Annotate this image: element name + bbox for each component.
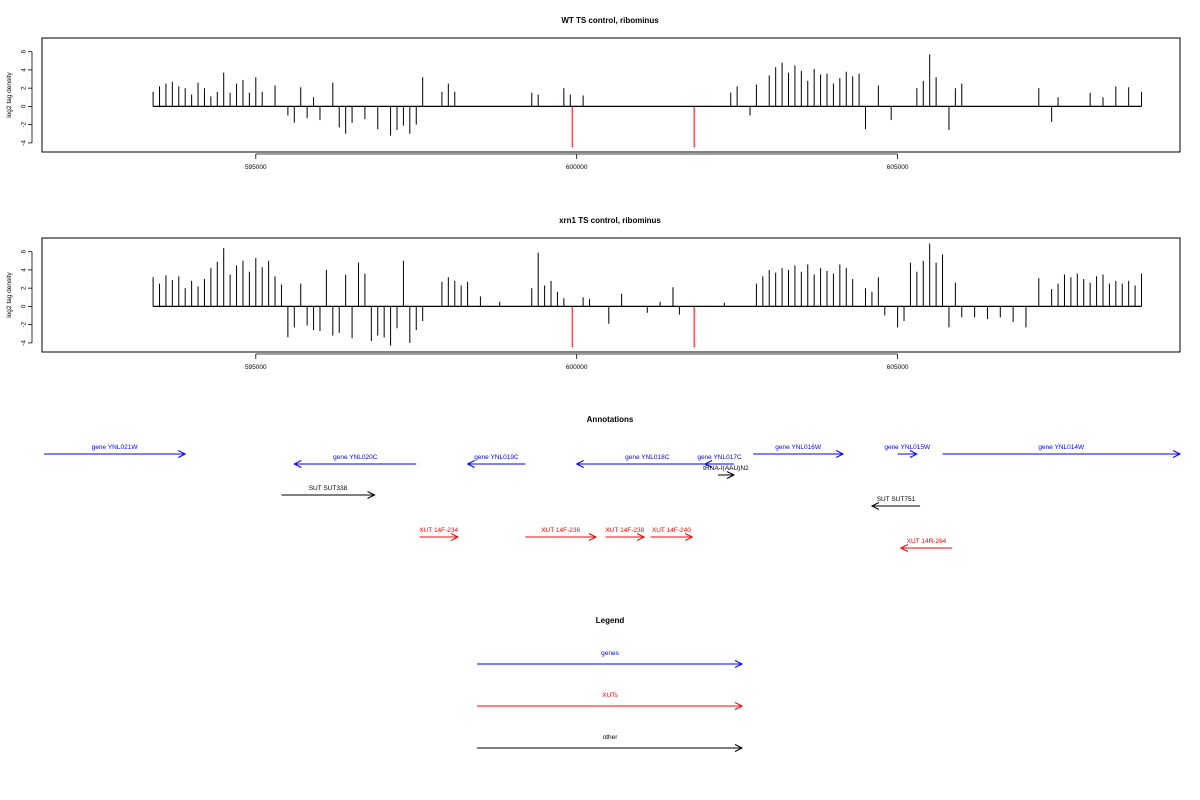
xrn1-plot-frame — [41, 237, 1181, 353]
gene-feature-label: gene YNL017C — [697, 454, 742, 461]
xut-arrow-head — [636, 533, 646, 541]
wt-track-panel: WT TS control, ribominus log2 tag densit… — [6, 16, 1181, 171]
legend-item: other — [477, 734, 744, 752]
legend-items: genes XUTs other — [477, 650, 744, 752]
gene-arrow-head — [466, 460, 475, 468]
gene-arrow-head — [1172, 450, 1182, 458]
wt-x-tick-label: 605000 — [887, 164, 909, 171]
xut-feature-label: XUT 14F-234 — [419, 527, 458, 534]
wt-x-tick-label: 600000 — [566, 164, 588, 171]
legend-arrow-head — [734, 702, 744, 710]
xrn1-track-title: xrn1 TS control, ribominus — [559, 216, 661, 225]
wt-track-title: WT TS control, ribominus — [561, 16, 659, 25]
legend-label: other — [603, 734, 619, 741]
annotations-title: Annotations — [587, 415, 634, 424]
xrn1-x-tick-label: 595000 — [245, 364, 267, 371]
annotation-features: gene YNL021W gene YNL020C gene YNL019C gene… — [44, 444, 1182, 552]
xrn1-y-axis: -4 -2 0 2 4 6 — [21, 249, 33, 346]
wt-y-tick-label: 0 — [21, 104, 28, 108]
xrn1-x-tick-label: 605000 — [887, 364, 909, 371]
other-feature-label: tRNA-I(AAU)N2 — [703, 465, 749, 472]
gene-feature-label: gene YNL021W — [92, 444, 139, 451]
wt-y-tick-label: -2 — [21, 121, 28, 127]
other-feature: SUT SUT338 — [281, 485, 376, 499]
gene-feature: gene YNL014W — [942, 444, 1182, 458]
other-arrow-head — [726, 471, 736, 479]
gene-feature-label: gene YNL019C — [474, 454, 519, 461]
xrn1-bars — [152, 243, 1142, 348]
legend-label: genes — [601, 650, 619, 657]
gene-arrow-head — [177, 450, 187, 458]
xrn1-x-tick-label: 600000 — [566, 364, 588, 371]
gene-feature-label: gene YNL016W — [775, 444, 822, 451]
wt-y-tick-label: 4 — [21, 68, 28, 72]
xrn1-y-tick-label: 6 — [21, 249, 28, 253]
xut-feature: XUT 14F-238 — [605, 527, 646, 541]
xrn1-y-axis-label: log2 tag density — [6, 271, 13, 317]
xut-feature: XUT 14F-234 — [419, 527, 460, 541]
other-feature-label: SUT SUT751 — [877, 496, 916, 503]
xut-arrow-head — [685, 533, 694, 541]
legend-item: genes — [477, 650, 744, 668]
wt-x-tick-label: 595000 — [245, 164, 267, 171]
other-arrow-head — [367, 491, 376, 499]
gene-feature: gene YNL018C — [575, 454, 718, 468]
gene-feature: gene YNL020C — [293, 454, 417, 468]
xut-feature: XUT 14R-264 — [899, 538, 953, 552]
gene-feature: gene YNL021W — [44, 444, 187, 458]
xut-feature-label: XUT 14F-240 — [652, 527, 691, 534]
wt-y-tick-label: -4 — [21, 140, 28, 146]
xut-feature: XUT 14F-240 — [650, 527, 694, 541]
gene-arrow-head — [293, 460, 302, 468]
xrn1-y-tick-label: 2 — [21, 286, 28, 290]
gene-arrow-head — [703, 460, 713, 468]
gene-feature: gene YNL015W — [884, 444, 931, 458]
wt-y-tick-label: 2 — [21, 86, 28, 90]
gene-feature-label: gene YNL015W — [884, 444, 931, 451]
legend-title: Legend — [596, 616, 625, 625]
gene-arrow-head — [909, 450, 918, 458]
other-arrow-head — [870, 502, 880, 510]
other-feature-label: SUT SUT338 — [309, 485, 348, 492]
wt-y-tick-label: 6 — [21, 49, 28, 53]
xut-feature-label: XUT 14F-238 — [605, 527, 644, 534]
xut-feature-label: XUT 14R-264 — [907, 538, 947, 545]
other-feature: SUT SUT751 — [870, 496, 921, 510]
legend-panel: Legend genes XUTs other — [477, 616, 744, 752]
gene-feature-label: gene YNL014W — [1038, 444, 1085, 451]
xut-feature: XUT 14F-236 — [525, 527, 598, 541]
gene-feature-label: gene YNL018C — [625, 454, 670, 461]
xrn1-y-tick-label: 4 — [21, 268, 28, 272]
wt-y-axis: -4 -2 0 2 4 6 — [21, 49, 33, 146]
xut-arrow-head — [899, 544, 909, 552]
legend-arrow-head — [734, 744, 744, 752]
wt-plot-frame — [41, 37, 1181, 153]
gene-feature: gene YNL019C — [466, 454, 526, 468]
gene-feature: gene YNL017C — [697, 454, 742, 468]
xrn1-x-axis: 595000 600000 605000 — [245, 353, 909, 371]
gene-arrow-head — [835, 450, 845, 458]
xrn1-track-panel: xrn1 TS control, ribominus log2 tag dens… — [6, 216, 1181, 371]
gene-feature: gene YNL016W — [753, 444, 845, 458]
xrn1-y-tick-label: -4 — [21, 340, 28, 346]
xut-arrow-head — [588, 533, 598, 541]
legend-arrow-head — [734, 660, 744, 668]
legend-item: XUTs — [477, 692, 744, 710]
gene-arrow-head — [575, 460, 584, 468]
xrn1-y-tick-label: -2 — [21, 321, 28, 327]
xut-arrow-head — [450, 533, 460, 541]
wt-x-axis: 595000 600000 605000 — [245, 153, 909, 171]
xrn1-y-tick-label: 0 — [21, 304, 28, 308]
other-feature: tRNA-I(AAU)N2 — [703, 465, 749, 479]
wt-bars — [152, 54, 1142, 148]
legend-label: XUTs — [602, 692, 618, 699]
wt-y-axis-label: log2 tag density — [6, 71, 13, 117]
xut-feature-label: XUT 14F-236 — [541, 527, 580, 534]
gene-feature-label: gene YNL020C — [333, 454, 378, 461]
